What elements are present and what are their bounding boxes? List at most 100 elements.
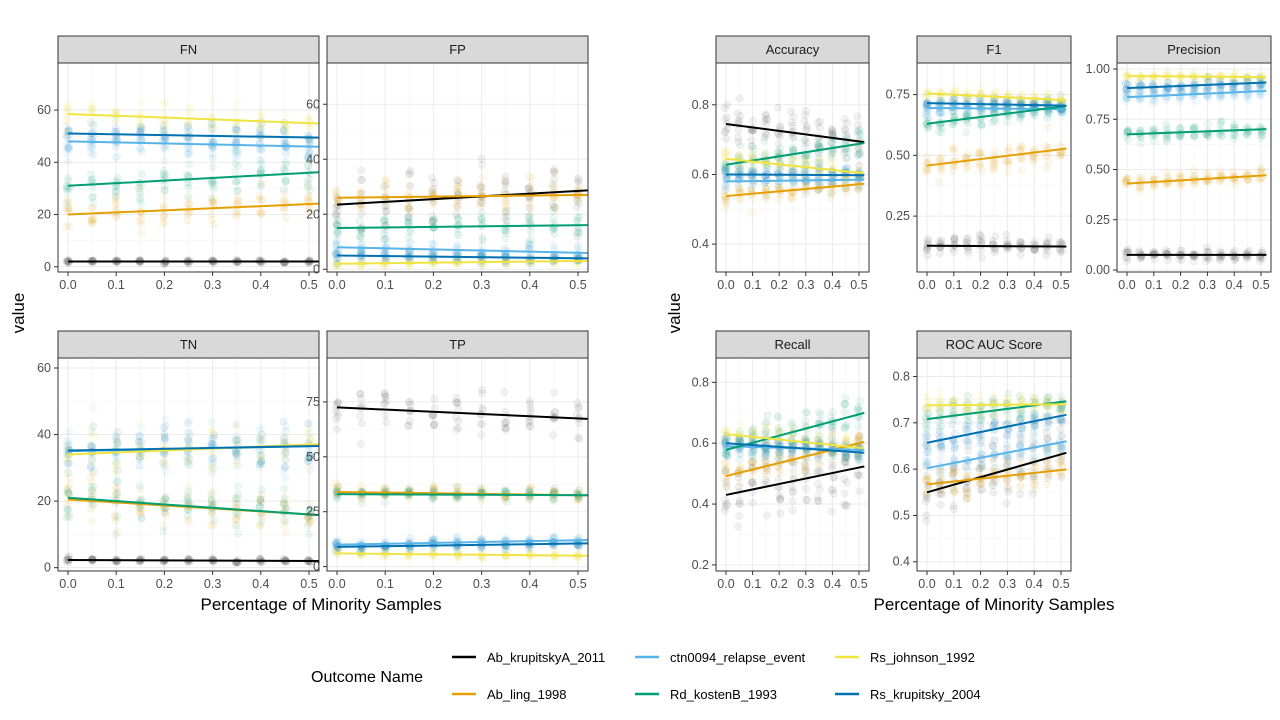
data-point	[160, 166, 168, 175]
data-point	[183, 210, 192, 219]
data-point	[787, 192, 796, 201]
data-point	[234, 510, 242, 519]
data-point	[159, 169, 168, 178]
data-point	[775, 468, 784, 477]
data-point	[842, 501, 851, 510]
data-point	[63, 106, 72, 115]
data-point	[735, 94, 744, 103]
data-point	[1231, 176, 1240, 185]
data-point	[381, 214, 390, 223]
data-point	[305, 205, 314, 214]
data-point	[304, 420, 313, 428]
data-point	[526, 203, 534, 212]
data-point	[255, 123, 264, 132]
data-point	[923, 153, 932, 161]
data-point	[453, 399, 462, 407]
data-point	[380, 217, 389, 226]
data-point	[748, 475, 757, 484]
data-point	[1004, 157, 1013, 166]
data-point	[1177, 73, 1186, 82]
data-point	[935, 178, 943, 187]
data-point	[88, 120, 96, 129]
data-point	[113, 116, 122, 125]
data-point	[1215, 125, 1224, 134]
data-point	[87, 104, 95, 113]
data-point	[736, 112, 745, 120]
data-point	[501, 197, 510, 206]
data-point	[1031, 241, 1040, 250]
data-point	[429, 253, 438, 262]
data-point	[937, 167, 946, 176]
data-point	[922, 95, 931, 104]
data-point	[524, 184, 533, 193]
data-point	[923, 235, 932, 244]
data-point	[854, 422, 863, 431]
data-point	[525, 198, 533, 207]
data-point	[477, 183, 485, 192]
data-point	[774, 412, 782, 421]
data-point	[234, 161, 242, 170]
data-point	[381, 175, 390, 184]
data-point	[231, 147, 240, 156]
data-point	[802, 139, 811, 147]
data-point	[801, 142, 809, 151]
data-point	[720, 195, 729, 204]
data-point	[1121, 97, 1130, 106]
data-point	[161, 171, 170, 180]
trend-line	[725, 122, 865, 144]
data-point	[1043, 90, 1052, 98]
x-tick-label: 0.5	[1052, 278, 1069, 292]
data-point	[233, 530, 242, 538]
data-point	[524, 240, 533, 249]
facet-strip	[57, 35, 320, 64]
data-point	[828, 139, 837, 148]
y-tick-label: 0.25	[1086, 213, 1110, 227]
data-point	[231, 212, 240, 221]
data-point	[89, 403, 97, 412]
data-point	[257, 155, 266, 164]
x-tick-label: 0.1	[945, 278, 962, 292]
data-point	[62, 184, 71, 193]
data-point	[990, 248, 999, 257]
data-point	[827, 154, 836, 163]
data-point	[334, 483, 342, 492]
data-point	[280, 206, 289, 215]
data-point	[501, 178, 510, 187]
data-point	[357, 187, 366, 196]
data-point	[1003, 117, 1012, 126]
data-point	[161, 156, 169, 165]
data-point	[233, 99, 242, 108]
data-point	[303, 153, 312, 162]
data-point	[963, 234, 972, 243]
data-point	[736, 463, 745, 472]
data-point	[406, 228, 414, 236]
data-point	[735, 150, 744, 159]
data-point	[854, 150, 863, 159]
data-point	[549, 207, 558, 215]
data-point	[405, 238, 414, 247]
data-point	[828, 126, 837, 135]
x-tick-label: 0.3	[473, 278, 490, 292]
data-point	[429, 239, 438, 248]
data-point	[525, 212, 534, 221]
data-point	[257, 486, 266, 494]
data-point	[404, 204, 413, 213]
data-point	[478, 183, 487, 192]
data-point	[476, 202, 485, 211]
data-point	[774, 195, 783, 204]
data-point	[404, 421, 413, 430]
data-point	[355, 232, 364, 240]
data-point	[840, 148, 849, 157]
data-point	[87, 516, 96, 525]
data-point	[454, 231, 463, 239]
data-point	[501, 207, 510, 216]
data-point	[184, 119, 193, 128]
data-point	[721, 149, 729, 158]
data-point	[476, 182, 485, 191]
data-point	[380, 263, 388, 271]
data-point	[854, 185, 863, 194]
data-point	[1018, 155, 1027, 164]
data-point	[723, 124, 732, 133]
data-point	[721, 128, 729, 137]
data-point	[801, 135, 809, 144]
